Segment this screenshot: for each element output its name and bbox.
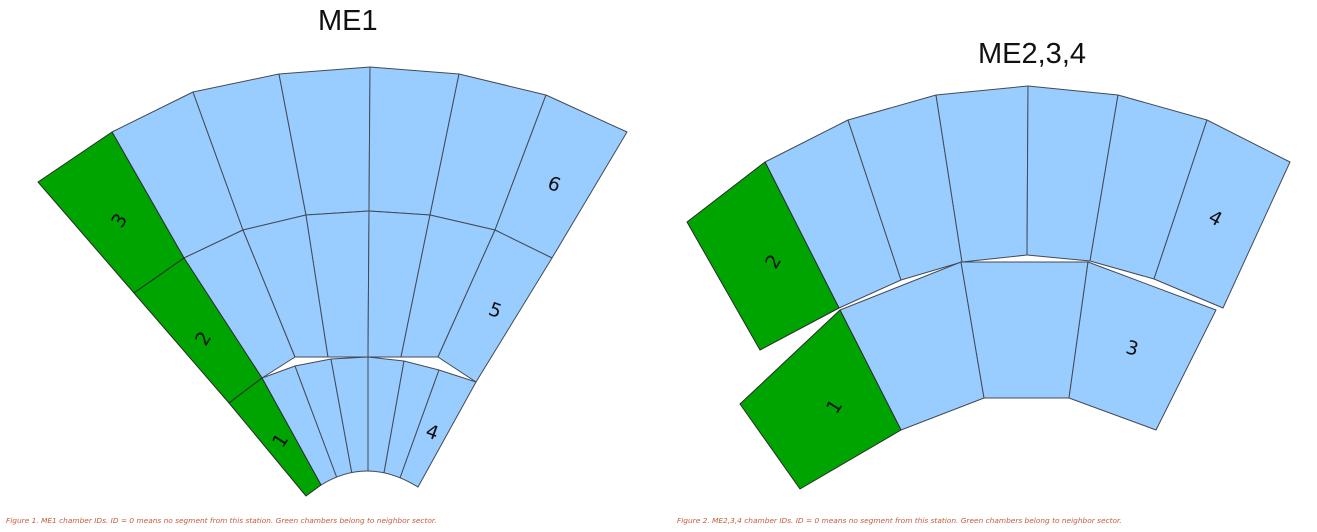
me1-chamber-diagram: 1 2 3 4 5 6 <box>37 66 628 497</box>
figure-2-panel: ME2,3,4 2 1 3 4 Figure 2. ME2,3,4 chambe… <box>660 0 1317 532</box>
me234-inner-chamber <box>960 261 1089 399</box>
figure-1-title: ME1 <box>318 5 378 37</box>
me234-label-3: 3 <box>1123 336 1140 360</box>
figure-1-panel: ME1 1 2 3 4 5 6 Figure 1. ME <box>6 5 628 525</box>
me234-chamber-diagram: 2 1 3 4 <box>686 85 1291 490</box>
me234-outer-chamber <box>1153 119 1291 309</box>
me234-neighbor-chamber-1 <box>739 309 902 490</box>
me1-inner-arc <box>320 470 419 488</box>
figure-2-title: ME2,3,4 <box>978 38 1086 70</box>
me1-neighbor-chamber-1 <box>228 377 322 497</box>
figure-2-caption: Figure 2. ME2,3,4 chamber IDs. ID = 0 me… <box>677 516 1122 525</box>
figure-1-caption: Figure 1. ME1 chamber IDs. ID = 0 means … <box>6 516 437 525</box>
me234-inner-chamber <box>1068 261 1217 431</box>
me234-neighbor-chamber-2 <box>686 161 840 351</box>
